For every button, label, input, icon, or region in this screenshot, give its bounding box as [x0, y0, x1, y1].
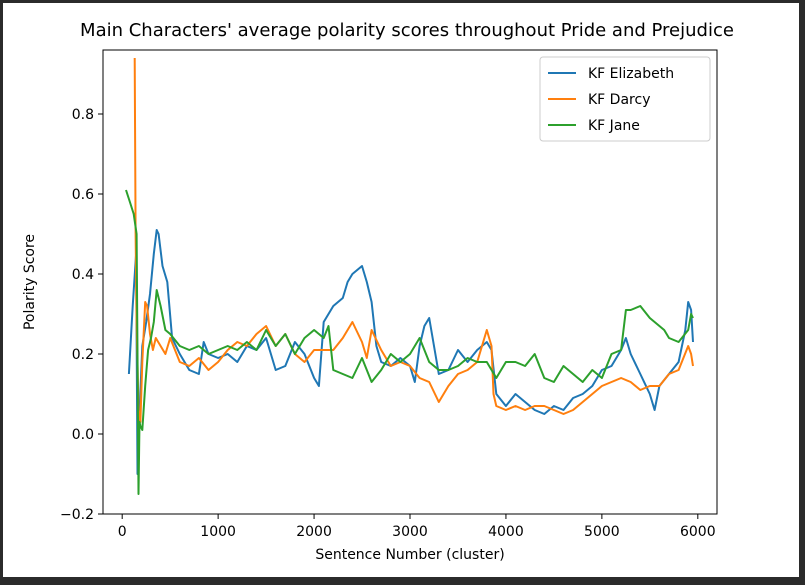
x-tick-label: 4000 — [488, 524, 524, 540]
legend-box — [539, 56, 711, 142]
x-axis: 0 1000 2000 3000 4000 5000 6000 — [118, 514, 716, 540]
y-tick-label: 0.8 — [72, 107, 94, 123]
y-axis: −0.2 0.0 0.2 0.4 0.6 0.8 — [60, 107, 103, 523]
x-tick-label: 5000 — [584, 524, 620, 540]
y-axis-label: Polarity Score — [22, 234, 38, 330]
chart-frame: Main Characters' average polarity scores… — [3, 3, 799, 577]
series-line-kf-jane — [125, 189, 694, 495]
legend: KF Elizabeth KF Darcy KF Jane — [539, 56, 711, 142]
legend-entry: KF Jane — [588, 118, 640, 134]
plot-lines — [125, 57, 694, 495]
y-tick-label: 0.0 — [72, 427, 94, 443]
series-line-kf-darcy — [133, 57, 694, 423]
x-tick-label: 2000 — [296, 524, 332, 540]
y-tick-label: −0.2 — [60, 507, 94, 523]
x-tick-label: 6000 — [680, 524, 716, 540]
x-axis-label: Sentence Number (cluster) — [315, 547, 504, 563]
y-tick-label: 0.2 — [72, 347, 94, 363]
chart-title: Main Characters' average polarity scores… — [80, 20, 734, 41]
x-tick-label: 1000 — [200, 524, 236, 540]
line-chart: Main Characters' average polarity scores… — [22, 20, 734, 563]
y-tick-label: 0.6 — [72, 187, 94, 203]
x-tick-label: 3000 — [392, 524, 428, 540]
x-tick-label: 0 — [118, 524, 127, 540]
legend-entry: KF Elizabeth — [588, 66, 674, 82]
y-tick-label: 0.4 — [72, 267, 94, 283]
series-line-kf-elizabeth — [127, 229, 694, 475]
legend-entry: KF Darcy — [588, 92, 650, 108]
